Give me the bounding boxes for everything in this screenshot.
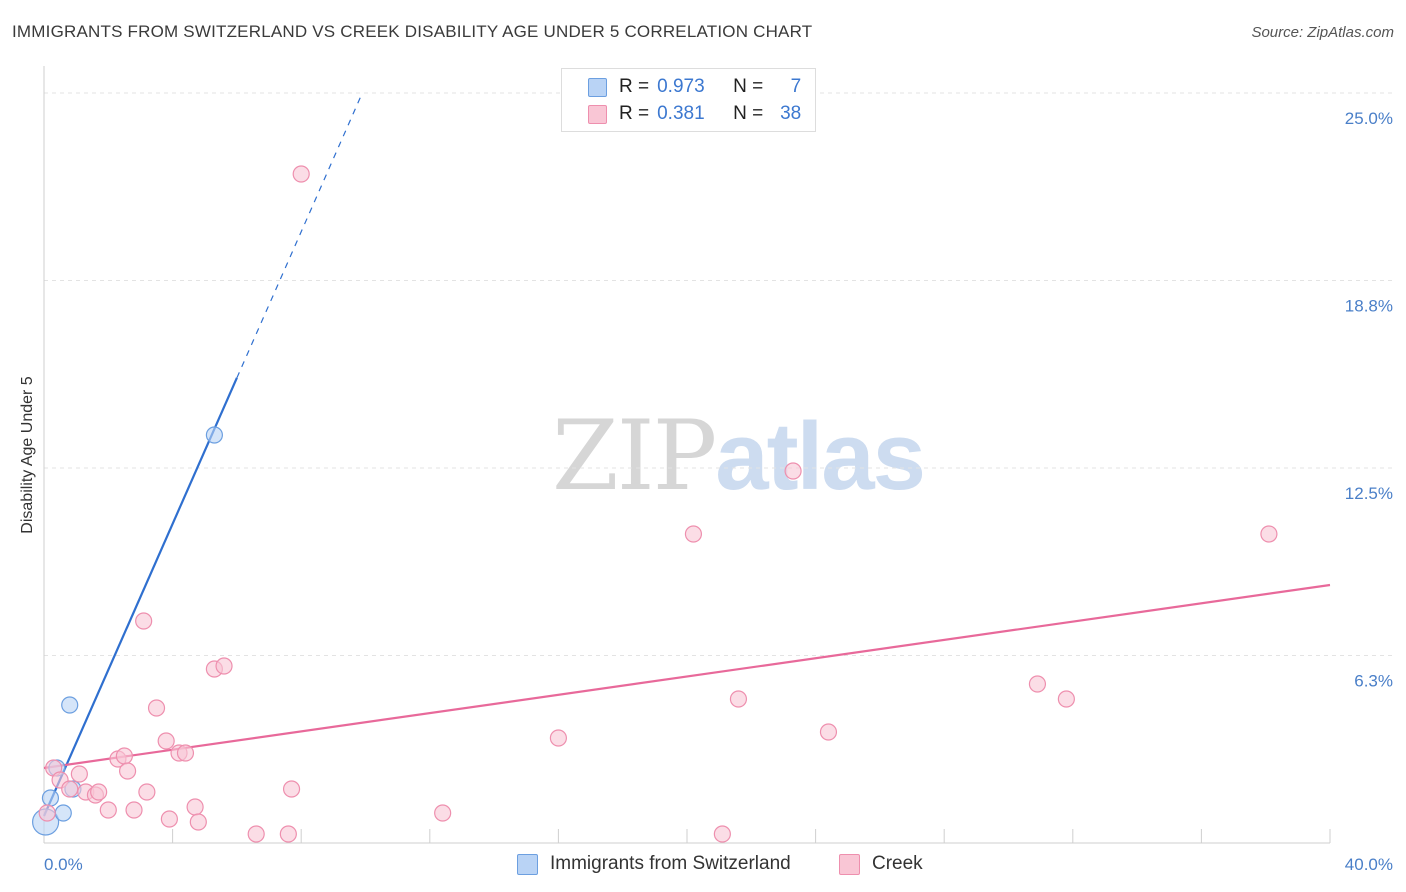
grid (44, 92, 1392, 656)
legend-n-label: N = (733, 76, 764, 97)
tick-labels: 6.3% 12.5% 18.8% 25.0% 0.0% 40.0% (44, 109, 1393, 874)
y-tick-label: 18.8% (1345, 297, 1393, 316)
legend-swatch-pink (839, 853, 860, 875)
creek-point (90, 783, 108, 801)
switzerland-point (54, 804, 72, 822)
watermark-atlas: atlas (715, 403, 926, 510)
legend-r-label: R = (619, 76, 650, 97)
legend-r-label: R = (619, 103, 650, 124)
watermark-zip: ZIP (552, 400, 717, 512)
creek-point (282, 780, 301, 798)
legend-swatch-blue (517, 853, 538, 875)
axes (43, 66, 1331, 844)
creek-point (215, 657, 233, 675)
switzerland-point (61, 696, 79, 714)
switzerland-point (41, 789, 60, 807)
legend-series-name: Creek (872, 853, 923, 874)
creek-point (684, 525, 703, 543)
source-credit: Source: ZipAtlas.com (1251, 24, 1394, 41)
creek-point (1260, 525, 1278, 543)
x-tick-label: 40.0% (1345, 855, 1393, 874)
creek-point (186, 798, 204, 816)
x-tick-label: 0.0% (44, 855, 83, 874)
creek-point (70, 765, 88, 783)
legend-row-creek: R = 0.381 N = 38 (588, 102, 801, 126)
trend-line-solid (42, 377, 238, 817)
trend-lines (42, 92, 1331, 817)
creek-point (135, 612, 153, 630)
creek-point (115, 747, 133, 765)
creek-point (279, 825, 297, 843)
legend-swatch-pink (588, 104, 607, 124)
creek-point (157, 732, 175, 750)
trend-line (43, 583, 1331, 770)
legend-swatch-blue (588, 77, 607, 97)
creek-point (38, 804, 56, 822)
creek-point (819, 723, 838, 741)
creek-point (189, 813, 207, 831)
series-legend: Immigrants from Switzerland Creek (0, 853, 1406, 877)
y-tick-label: 12.5% (1345, 484, 1393, 503)
legend-row-switzerland: R = 0.973 N = 7 (588, 75, 801, 99)
creek-point (160, 810, 178, 828)
legend-series-name: Immigrants from Switzerland (550, 853, 791, 874)
chart-title: IMMIGRANTS FROM SWITZERLAND VS CREEK DIS… (12, 22, 813, 41)
legend-n-label: N = (733, 103, 764, 124)
legend-item-creek[interactable]: Creek (839, 853, 923, 875)
creek-point (784, 462, 802, 480)
switzerland-point (205, 426, 223, 444)
legend-r-value: 0.973 (657, 76, 705, 97)
data-points (32, 165, 1278, 843)
creek-point (549, 729, 568, 747)
creek-point (434, 804, 452, 822)
creek-point (729, 690, 748, 708)
creek-point (147, 699, 166, 717)
y-tick-label: 6.3% (1354, 672, 1393, 691)
correlation-legend: R = 0.973 N = 7 R = 0.381 N = 38 (561, 68, 816, 132)
legend-n-value: 7 (790, 76, 802, 97)
y-tick-label: 25.0% (1345, 109, 1393, 128)
trend-line-extrapolated (236, 92, 363, 379)
creek-point (247, 825, 265, 843)
creek-point (713, 825, 731, 843)
legend-item-switzerland[interactable]: Immigrants from Switzerland (517, 853, 791, 875)
creek-point (138, 783, 156, 801)
creek-point (1057, 690, 1075, 708)
creek-point (125, 801, 143, 819)
legend-n-value: 38 (780, 103, 802, 124)
creek-point (99, 801, 117, 819)
watermark: ZIPatlas (552, 400, 926, 512)
creek-point (1028, 675, 1047, 693)
creek-point (118, 762, 137, 780)
creek-point (176, 744, 195, 762)
creek-point (292, 165, 310, 183)
creek-point (61, 780, 79, 798)
legend-r-value: 0.381 (657, 103, 705, 124)
